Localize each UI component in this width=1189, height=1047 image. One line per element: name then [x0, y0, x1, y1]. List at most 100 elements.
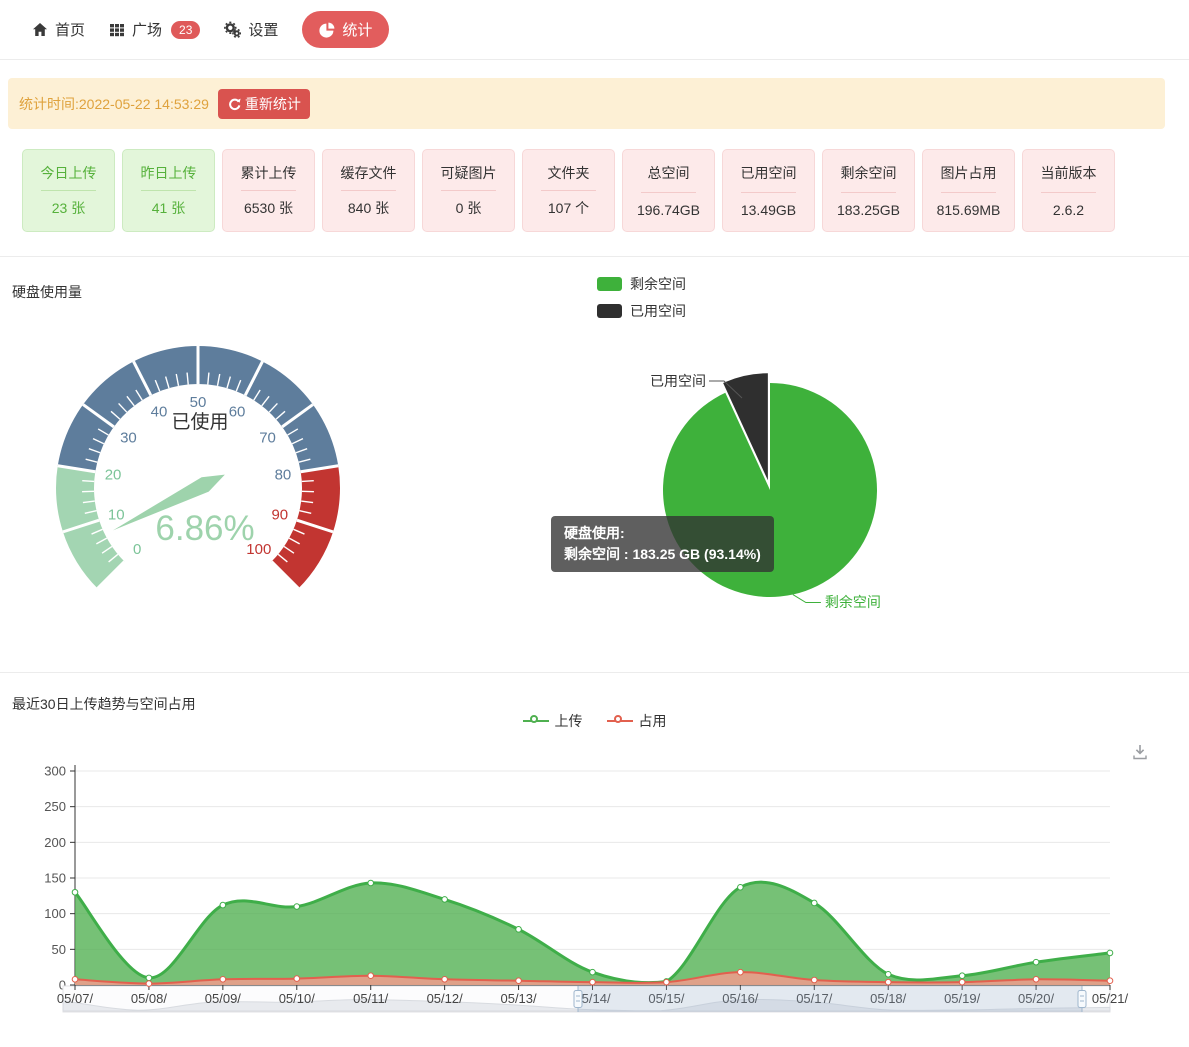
trend-legend-item-0[interactable]: 上传: [522, 711, 583, 731]
pie-slice-used-space[interactable]: [723, 373, 768, 481]
stat-card-4: 可疑图片 0 张: [422, 149, 515, 232]
stat-card-divider: [541, 190, 596, 191]
data-point[interactable]: [515, 926, 522, 933]
nav-item-settings[interactable]: 设置: [224, 19, 278, 40]
data-point[interactable]: [737, 883, 744, 891]
datazoom-handle-right[interactable]: [1077, 990, 1087, 1008]
trend-series-area-0: [75, 882, 1110, 985]
stat-card-10: 当前版本 2.6.2: [1022, 149, 1115, 232]
stat-card-divider: [441, 190, 496, 191]
pie-label-used: 已用空间: [650, 373, 706, 389]
stat-card-title: 昨日上传: [140, 165, 197, 181]
stat-card-5: 文件夹 107 个: [522, 149, 615, 232]
pie-label-remaining: 剩余空间: [825, 594, 881, 610]
stat-card-7: 已用空间 13.49GB: [722, 149, 815, 232]
divider-top: [0, 256, 1189, 257]
data-point[interactable]: [441, 896, 448, 903]
data-point[interactable]: [884, 971, 892, 978]
data-point[interactable]: [293, 975, 301, 982]
data-point[interactable]: [515, 977, 522, 985]
nav-item-plaza[interactable]: 广场 23: [109, 19, 201, 40]
data-point[interactable]: [884, 978, 892, 986]
refresh-stats-button[interactable]: 重新统计: [217, 88, 310, 119]
legend-item-remaining-space[interactable]: 剩余空间: [597, 276, 686, 292]
data-point[interactable]: [663, 978, 670, 986]
x-axis-label: 05/14/: [574, 991, 611, 1006]
y-axis-label: 250: [44, 799, 66, 814]
pie-label-line-remaining: [792, 594, 821, 604]
grid-icon: [110, 23, 125, 36]
data-point[interactable]: [589, 968, 596, 976]
data-point[interactable]: [219, 975, 227, 983]
stats-cards-row: 今日上传 23 张 昨日上传 41 张 累计上传 6530 张 缓存文件 840 张 可疑图片 0…: [22, 149, 1115, 232]
home-icon: [33, 22, 47, 36]
gauge-segment-1: [57, 345, 339, 472]
pie-chart-icon: [319, 22, 335, 38]
data-point[interactable]: [810, 899, 818, 907]
refresh-button-label: 重新统计: [244, 95, 301, 112]
stat-card-divider: [141, 190, 196, 191]
trend-area-chart: 0 50 100 150 200 250 300 05/07/05/08/05/09/05/1…: [44, 764, 1129, 1013]
gauge-tick-label-70: 70: [259, 429, 276, 446]
stat-card-title: 已用空间: [740, 165, 797, 181]
stat-card-divider: [1041, 192, 1096, 193]
x-axis-label: 05/17/: [796, 991, 833, 1006]
y-axis-label: 300: [44, 764, 66, 779]
stat-card-value: 840 张: [347, 200, 390, 216]
x-axis-label: 05/11/: [353, 991, 389, 1006]
y-axis-label: 100: [44, 906, 66, 921]
x-axis-label: 05/13/: [500, 991, 537, 1006]
stat-card-title: 缓存文件: [340, 165, 397, 181]
stat-card-value: 107 个: [547, 200, 590, 216]
nav-plaza-label: 广场: [132, 22, 163, 39]
data-point[interactable]: [367, 972, 375, 980]
nav-item-stats-active[interactable]: 统计: [302, 11, 390, 48]
data-point[interactable]: [1032, 975, 1040, 983]
datazoom-handle-left[interactable]: [573, 990, 583, 1008]
data-point[interactable]: [71, 888, 79, 896]
datazoom-selected-window[interactable]: [578, 986, 1082, 1012]
data-point[interactable]: [293, 903, 301, 910]
pie-tooltip-value: 剩余空间 : 183.25 GB (93.14%): [564, 546, 761, 562]
nav-settings-label: 设置: [248, 22, 279, 39]
trend-legend-item-1[interactable]: 占用: [606, 711, 667, 731]
x-axis-label: 05/12/: [427, 991, 464, 1006]
gauge-tick-label-0: 0: [133, 541, 141, 558]
legend-item-used-space[interactable]: 已用空间: [597, 303, 686, 319]
trend-legend-label: 上传: [554, 713, 583, 729]
data-point[interactable]: [145, 974, 153, 982]
data-point[interactable]: [958, 972, 966, 980]
stat-card-divider: [41, 190, 96, 191]
stat-card-title: 文件夹: [547, 165, 590, 181]
stat-card-value: 6530 张: [243, 200, 294, 216]
gear-icon: [224, 21, 242, 38]
divider-middle: [0, 672, 1189, 673]
data-point[interactable]: [1106, 977, 1114, 985]
data-point[interactable]: [1032, 958, 1040, 966]
nav-item-home[interactable]: 首页: [32, 19, 85, 40]
refresh-icon: [229, 98, 241, 110]
data-point[interactable]: [1106, 949, 1114, 957]
pie-tooltip: 硬盘使用: 剩余空间 : 183.25 GB (93.14%): [551, 516, 774, 572]
stat-card-divider: [641, 192, 696, 193]
gauge-tick-label-10: 10: [108, 507, 125, 524]
data-point[interactable]: [219, 901, 227, 909]
stat-card-title: 当前版本: [1040, 165, 1097, 181]
data-point[interactable]: [367, 879, 375, 887]
data-point[interactable]: [441, 975, 448, 983]
data-point[interactable]: [810, 976, 818, 984]
stat-card-title: 今日上传: [40, 165, 97, 181]
data-point[interactable]: [958, 978, 966, 986]
data-point[interactable]: [737, 968, 744, 976]
gauge-tick-label-50: 50: [190, 394, 207, 411]
nav-home-label: 首页: [55, 22, 86, 39]
stat-card-value: 196.74GB: [636, 202, 701, 218]
download-icon: [1133, 744, 1147, 759]
data-point[interactable]: [145, 980, 153, 987]
x-axis-label: 05/21/: [1092, 991, 1129, 1006]
download-image-button[interactable]: [1128, 741, 1152, 765]
data-point[interactable]: [589, 978, 596, 986]
gauge-segment-2: [271, 465, 340, 589]
stat-card-0: 今日上传 23 张: [22, 149, 115, 232]
data-point[interactable]: [71, 975, 79, 983]
